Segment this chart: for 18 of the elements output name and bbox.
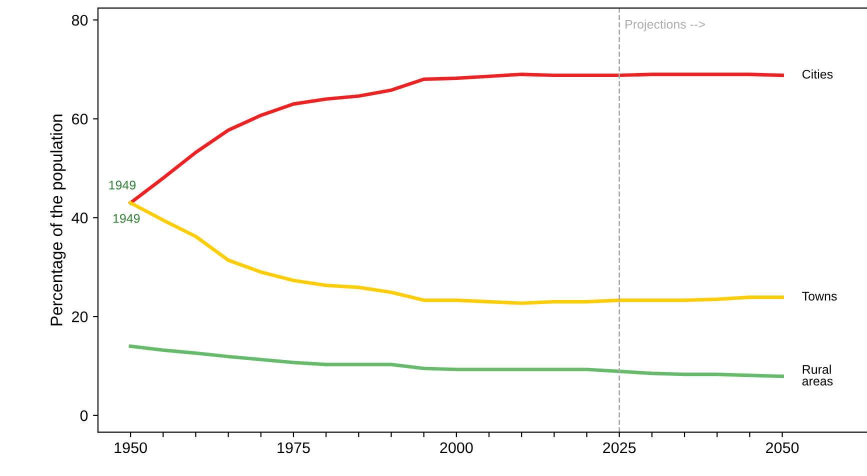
x-tick-label: 1975 [278,442,310,454]
ref-line-label: Projections --> [626,20,705,32]
x-tick-label: 1950 [114,442,147,454]
y-tick-label: 0 [80,410,88,422]
line-series [128,344,784,378]
y-tick-label: 20 [72,311,88,322]
series-label: Towns [802,292,837,301]
y-tick-label: 60 [72,114,88,125]
annotation: 1949 [109,180,136,190]
x-tick-label: 2025 [603,442,636,454]
y-axis-title: Percentage of the population [50,114,66,326]
y-tick-label: 80 [72,14,88,26]
y-tick-label: 40 [72,212,88,224]
annotation: 1949 [113,214,140,223]
series-label: Cities [802,69,833,79]
series-label: Rural areas [802,364,833,386]
x-tick-label: 2050 [766,442,799,454]
x-tick-label: 2000 [440,442,473,454]
